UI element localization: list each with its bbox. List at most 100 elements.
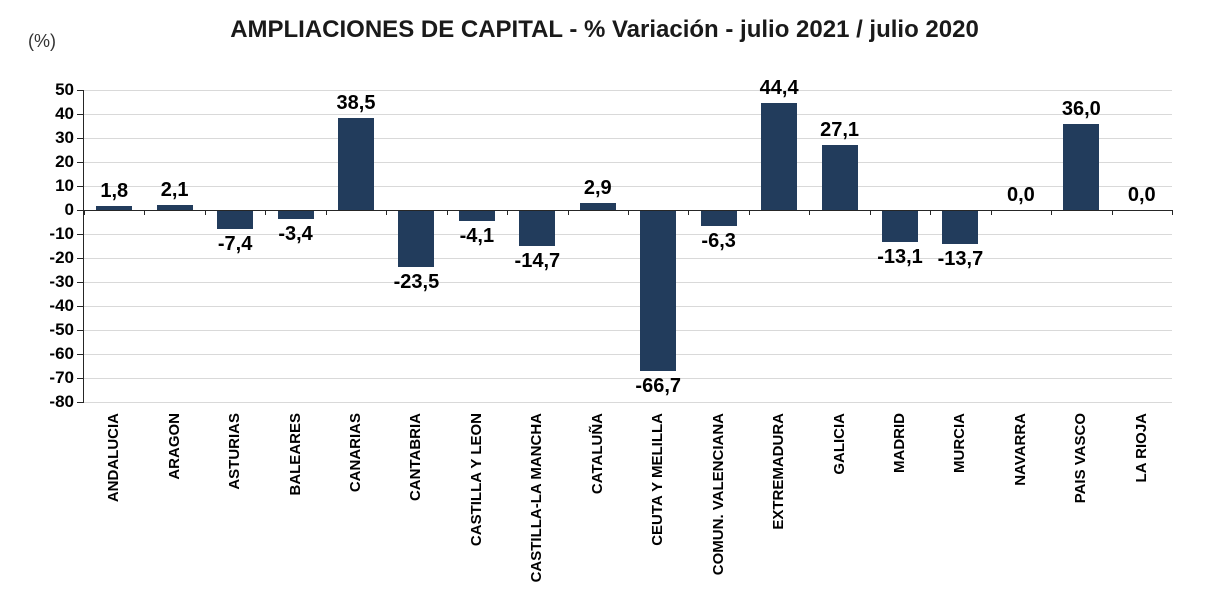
- bar-value-label: 1,8: [100, 179, 129, 202]
- bar-value-label: 36,0: [1061, 97, 1101, 120]
- y-axis-tick: [77, 330, 84, 331]
- x-axis-category-label: CANARIAS: [347, 413, 364, 493]
- y-axis-unit-label: (%): [28, 31, 56, 51]
- bar-value-label: -14,7: [514, 250, 561, 273]
- x-axis-category-label: ASTURIAS: [226, 413, 244, 490]
- bar: [96, 205, 133, 210]
- x-axis-tick: [205, 210, 206, 215]
- x-axis-category-label: CASTILLA Y LEON: [467, 413, 485, 547]
- x-axis-tick: [1051, 210, 1052, 215]
- bar-value-label: 0,0: [1127, 184, 1156, 206]
- gridline: [84, 378, 1172, 379]
- bar: [761, 103, 798, 210]
- x-axis-tick: [568, 210, 569, 215]
- bar-value-label: 27,1: [820, 118, 860, 141]
- bar: [398, 211, 435, 268]
- gridline: [84, 402, 1172, 403]
- x-axis-tick: [507, 210, 508, 215]
- bar-value-label: 38,5: [336, 91, 376, 114]
- gridline: [84, 162, 1172, 163]
- y-axis-tick-label: -20: [49, 248, 74, 267]
- y-axis-tick: [77, 402, 84, 403]
- x-axis-category-label: MADRID: [891, 413, 908, 473]
- bar-value-label: 2,1: [160, 178, 189, 201]
- y-axis-tick-label: 20: [55, 152, 74, 171]
- y-axis-tick: [77, 162, 84, 163]
- gridline: [84, 258, 1172, 259]
- gridline: [84, 330, 1172, 331]
- x-axis-category-label: CEUTA Y MELILLA: [649, 413, 667, 546]
- y-axis-line: [83, 90, 84, 403]
- gridline: [84, 114, 1172, 115]
- y-axis-tick-label: -80: [49, 392, 74, 411]
- x-axis-category-label: CASTILLA-LA MANCHA: [528, 413, 546, 583]
- y-axis-tick: [77, 306, 84, 307]
- y-axis-tick: [77, 378, 84, 379]
- x-axis-tick: [84, 210, 85, 215]
- bar-value-label: 44,4: [759, 77, 799, 100]
- y-axis-tick: [77, 138, 84, 139]
- gridline: [84, 186, 1172, 187]
- x-axis-category-label: BALEARES: [286, 413, 304, 496]
- y-axis-tick-label: 10: [55, 176, 74, 195]
- bar-value-label: -13,1: [877, 246, 923, 269]
- chart-title: AMPLIACIONES DE CAPITAL - % Variación - …: [230, 16, 979, 43]
- bar-value-label: 2,9: [583, 177, 612, 200]
- x-axis-category-label: LA RIOJA: [1132, 413, 1150, 483]
- bar-value-label: -6,3: [701, 230, 736, 253]
- gridline: [84, 282, 1172, 283]
- bar: [700, 211, 737, 227]
- bar: [338, 117, 374, 210]
- x-axis-tick: [1112, 210, 1113, 215]
- gridline: [84, 306, 1172, 307]
- gridline: [84, 138, 1172, 139]
- x-axis-category-label: ARAGON: [165, 413, 183, 480]
- y-axis-tick: [77, 234, 84, 235]
- y-axis-tick: [77, 354, 84, 355]
- x-axis-category-label: EXTREMADURA: [770, 413, 788, 530]
- bar-value-label: -66,7: [635, 375, 682, 398]
- x-axis-tick: [447, 210, 448, 215]
- y-axis-tick: [77, 186, 84, 187]
- x-axis-tick: [688, 210, 689, 215]
- bar: [882, 211, 918, 243]
- x-axis-category-label: CANTABRIA: [407, 413, 425, 502]
- bar: [519, 211, 556, 247]
- y-axis-tick-label: -50: [49, 320, 74, 339]
- x-axis-tick: [386, 210, 387, 215]
- y-axis-tick: [77, 282, 84, 283]
- y-axis-tick-label: -30: [49, 272, 74, 291]
- y-axis-tick-label: 40: [55, 104, 74, 123]
- x-axis-tick: [749, 210, 750, 215]
- y-axis-tick-label: -60: [49, 344, 74, 363]
- bar: [640, 211, 677, 372]
- bar: [821, 144, 858, 210]
- plot-area: 50 40 30 20 10 0 -10 -20 -30 -40 -50 -60 -70 -80 1,8 AN…: [49, 77, 1173, 582]
- bar: [217, 211, 254, 229]
- y-axis-tick: [77, 114, 84, 115]
- bar: [277, 211, 314, 220]
- gridline: [84, 234, 1172, 235]
- y-axis-tick-label: -40: [49, 296, 74, 315]
- bar: [579, 203, 616, 210]
- gridline: [84, 90, 1172, 91]
- x-axis-category-label: ANDALUCIA: [105, 413, 123, 503]
- x-axis-tick: [930, 210, 931, 215]
- y-axis-tick: [77, 210, 84, 211]
- bar: [942, 211, 979, 244]
- x-axis-tick: [809, 210, 810, 215]
- x-axis-category-label: GALICIA: [830, 413, 848, 475]
- bar-value-label: 0,0: [1006, 184, 1035, 206]
- y-axis-tick-label: -10: [49, 224, 74, 243]
- gridline: [84, 354, 1172, 355]
- x-axis-tick: [870, 210, 871, 215]
- bar-value-label: -7,4: [217, 232, 253, 255]
- y-axis-tick-label: -70: [49, 368, 74, 387]
- x-axis-tick: [628, 210, 629, 215]
- x-axis-tick: [326, 210, 327, 215]
- x-axis-category-label: CATALUÑA: [588, 413, 606, 495]
- x-axis-tick: [265, 210, 266, 215]
- y-axis-tick-label: 30: [55, 128, 74, 147]
- bar-value-label: -13,7: [937, 247, 984, 270]
